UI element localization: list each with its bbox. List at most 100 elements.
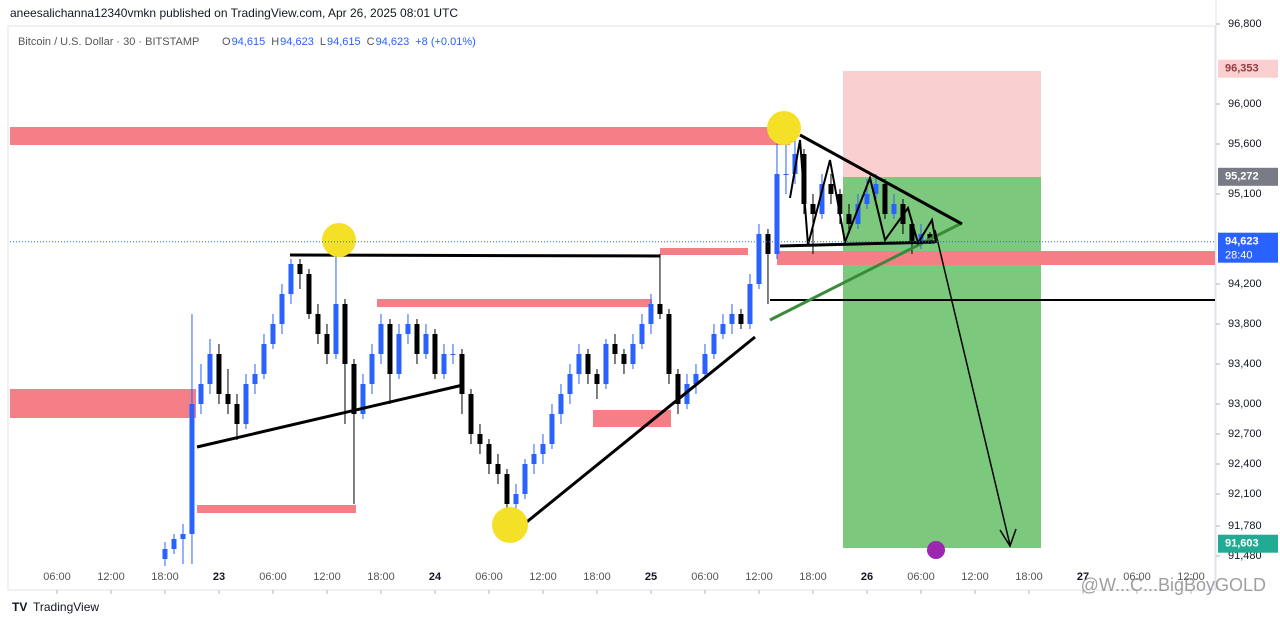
candle-body [522, 464, 528, 494]
candle-body [342, 304, 348, 364]
legend-value: 94,615 [232, 36, 266, 48]
y-tick-label: 95,600 [1228, 138, 1262, 150]
y-tick-label: 94,200 [1228, 278, 1262, 290]
candle-body [909, 224, 915, 244]
watermark: @W...C...BigBoyGOLD [1081, 575, 1266, 595]
trendline [769, 222, 961, 322]
candle-body [585, 354, 591, 374]
candle-body [405, 324, 411, 334]
candle-body [558, 394, 564, 414]
candle-body [171, 539, 177, 549]
zone [777, 251, 1215, 265]
candle-body [306, 274, 312, 314]
candle-body [198, 384, 204, 404]
arrow-head [999, 528, 1017, 548]
drawings [10, 71, 1215, 548]
candle-body [414, 324, 420, 354]
y-tick-label: 96,800 [1228, 18, 1262, 30]
price-badge [1218, 167, 1278, 186]
legend-key: C [367, 36, 375, 48]
supply-zone [10, 127, 790, 145]
candle-body [819, 184, 825, 214]
x-tick-label: 12:00 [961, 571, 989, 583]
axes: 96,800 96,000 95,600 95,100 94,200 93,800 93,4… [43, 18, 1262, 594]
x-tick-label: 23 [213, 571, 225, 583]
zone [197, 505, 356, 513]
candle-body [234, 404, 240, 424]
candles [162, 124, 933, 566]
candle-body [846, 214, 852, 224]
candle-body [225, 394, 231, 404]
x-tick-label: 18:00 [151, 571, 179, 583]
candle-body [297, 264, 303, 274]
countdown: 28:40 [1225, 250, 1253, 262]
candle-body [747, 284, 753, 324]
legend-key: L [320, 36, 326, 48]
event-icon[interactable] [927, 541, 945, 559]
y-tick-label: 92,700 [1228, 428, 1262, 440]
candle-body [315, 314, 321, 334]
legend-key: H [271, 36, 279, 48]
stop-zone [843, 71, 1041, 177]
x-tick-label: 06:00 [907, 571, 935, 583]
trendline [196, 383, 464, 449]
price-badge-label: 94,623 [1225, 236, 1259, 248]
x-tick-label: 06:00 [43, 571, 71, 583]
candle-body [207, 354, 213, 384]
candle-body [351, 364, 357, 414]
target-zone [843, 177, 1041, 548]
candle-body [657, 304, 663, 314]
candle-body [504, 474, 510, 504]
candle-body [216, 354, 222, 394]
candle-body [864, 194, 870, 204]
candle-body [774, 174, 780, 254]
x-tick-label: 06:00 [1123, 571, 1151, 583]
candle-body [567, 374, 573, 394]
candle-body [756, 234, 762, 284]
candle-body [621, 354, 627, 364]
candle-body [459, 354, 465, 394]
candle-body [432, 334, 438, 374]
candle-body [387, 324, 393, 374]
candle-body [666, 314, 672, 374]
x-tick-label: 18:00 [367, 571, 395, 583]
legend-value: 94,623 [376, 36, 410, 48]
price-badge-label: 96,353 [1225, 63, 1259, 75]
candle-body [513, 494, 519, 504]
candle-body [162, 549, 168, 559]
candle-body [477, 434, 483, 444]
x-tick-label: 06:00 [259, 571, 287, 583]
candle-body [576, 354, 582, 374]
candle-body [549, 414, 555, 444]
x-tick-label: 12:00 [1177, 571, 1205, 583]
x-tick-label: 12:00 [313, 571, 341, 583]
candle-body [702, 354, 708, 374]
trendlines [196, 133, 1215, 548]
candle-body [243, 384, 249, 424]
brand-logo: TV [12, 600, 27, 614]
x-tick-label: 12:00 [97, 571, 125, 583]
trendline [779, 240, 936, 248]
candle-body [729, 314, 735, 324]
candle-body [270, 324, 276, 344]
candle-body [828, 184, 834, 194]
x-tick-label: 25 [645, 571, 657, 583]
legend-value: 94,623 [280, 36, 314, 48]
candle-body [495, 464, 501, 474]
zone [593, 410, 671, 427]
candle-body [396, 334, 402, 374]
zone [377, 299, 652, 307]
candle-body [180, 534, 186, 539]
x-tick-label: 12:00 [745, 571, 773, 583]
candle-body [369, 354, 375, 384]
marker [492, 507, 528, 543]
y-tick-label: 96,000 [1228, 98, 1262, 110]
y-tick-label: 92,400 [1228, 458, 1262, 470]
price-badge [1218, 232, 1278, 263]
candle-body [630, 344, 636, 364]
candle-body [288, 264, 294, 294]
trendline [289, 253, 661, 258]
